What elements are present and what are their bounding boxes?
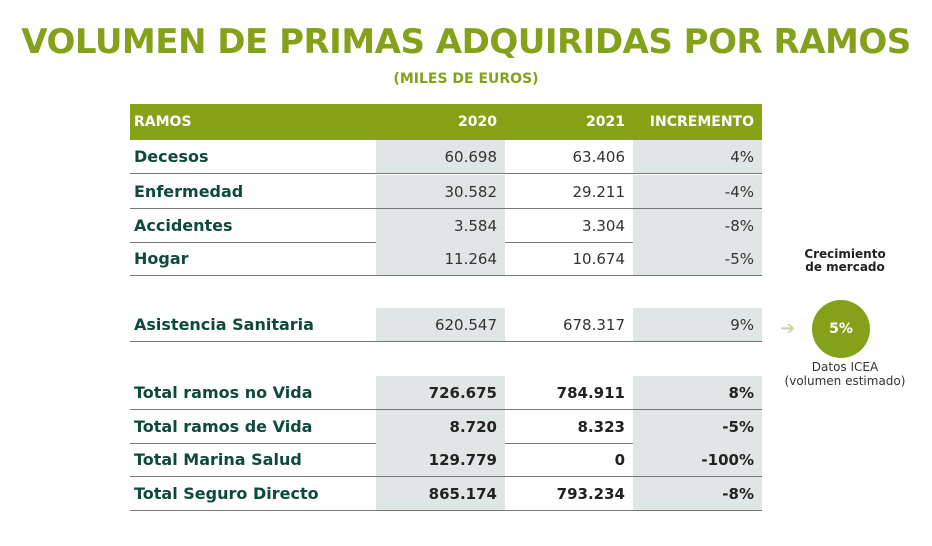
ramo-cell: Asistencia Sanitaria — [134, 315, 314, 334]
ramo-cell: Hogar — [134, 249, 189, 268]
header-2021: 2021 — [586, 114, 625, 130]
heading-line-1: Crecimiento — [804, 247, 886, 261]
header-incremento: INCREMENTO — [649, 114, 754, 130]
market-growth-heading: Crecimiento de mercado — [770, 248, 920, 274]
header-ramos: RAMOS — [134, 114, 192, 130]
value-2020-cell: 3.584 — [376, 209, 505, 242]
value-2021-cell: 63.406 — [572, 147, 626, 166]
ramo-cell: Accidentes — [134, 216, 233, 235]
value-2021-cell: 678.317 — [562, 315, 625, 334]
page-subtitle: (MILES DE EUROS) — [393, 71, 539, 87]
increment-cell: -100% — [633, 443, 762, 476]
increment-cell: -8% — [633, 477, 762, 510]
ramo-cell: Enfermedad — [134, 182, 244, 201]
increment-cell: -5% — [633, 242, 762, 275]
value-2021-cell: 29.211 — [572, 182, 626, 201]
table-row: Total ramos no Vida 726.675 784.911 8% — [130, 376, 762, 410]
value-2020-cell: 11.264 — [376, 242, 505, 275]
heading-line-2: de mercado — [805, 260, 885, 274]
value-2021-cell: 0 — [614, 450, 625, 469]
ramo-cell: Decesos — [134, 147, 209, 166]
ramo-cell: Total Marina Salud — [134, 450, 302, 469]
header-2020: 2020 — [458, 114, 497, 130]
arrow-right-icon: ➔ — [780, 318, 796, 339]
value-2020-cell: 129.779 — [376, 443, 505, 476]
increment-cell: -4% — [633, 175, 762, 208]
table-row: Accidentes 3.584 3.304 -8% — [130, 209, 762, 243]
value-2021-cell: 793.234 — [556, 484, 625, 503]
ramo-cell: Total Seguro Directo — [134, 484, 319, 503]
table-row: Asistencia Sanitaria 620.547 678.317 9% — [130, 308, 762, 342]
market-growth-badge: 5% — [812, 300, 870, 358]
value-2021-cell: 784.911 — [556, 383, 625, 402]
value-2021-cell: 3.304 — [582, 216, 625, 235]
table-row: Decesos 60.698 63.406 4% — [130, 140, 762, 174]
value-2020-cell: 865.174 — [376, 477, 505, 510]
value-2020-cell: 30.582 — [376, 175, 505, 208]
increment-cell: 8% — [633, 376, 762, 409]
market-note: Datos ICEA (volumen estimado) — [770, 360, 920, 388]
value-2020-cell: 620.547 — [376, 308, 505, 341]
table-row: Hogar 11.264 10.674 -5% — [130, 242, 762, 276]
increment-cell: -8% — [633, 209, 762, 242]
value-2021-cell: 8.323 — [577, 417, 625, 436]
table-row: Enfermedad 30.582 29.211 -4% — [130, 175, 762, 209]
value-2021-cell: 10.674 — [572, 249, 626, 268]
ramo-cell: Total ramos de Vida — [134, 417, 313, 436]
increment-cell: 9% — [633, 308, 762, 341]
value-2020-cell: 726.675 — [376, 376, 505, 409]
ramo-cell: Total ramos no Vida — [134, 383, 313, 402]
page-title: VOLUMEN DE PRIMAS ADQUIRIDAS POR RAMOS — [21, 22, 911, 62]
increment-cell: -5% — [633, 410, 762, 443]
note-line-2: (volumen estimado) — [784, 374, 906, 388]
value-2020-cell: 8.720 — [376, 410, 505, 443]
table-row: Total Marina Salud 129.779 0 -100% — [130, 443, 762, 477]
note-line-1: Datos ICEA — [811, 360, 879, 374]
table-header: RAMOS 2020 2021 INCREMENTO — [130, 104, 762, 140]
increment-cell: 4% — [633, 140, 762, 173]
value-2020-cell: 60.698 — [376, 140, 505, 173]
table-row: Total Seguro Directo 865.174 793.234 -8% — [130, 477, 762, 511]
table-row: Total ramos de Vida 8.720 8.323 -5% — [130, 410, 762, 444]
